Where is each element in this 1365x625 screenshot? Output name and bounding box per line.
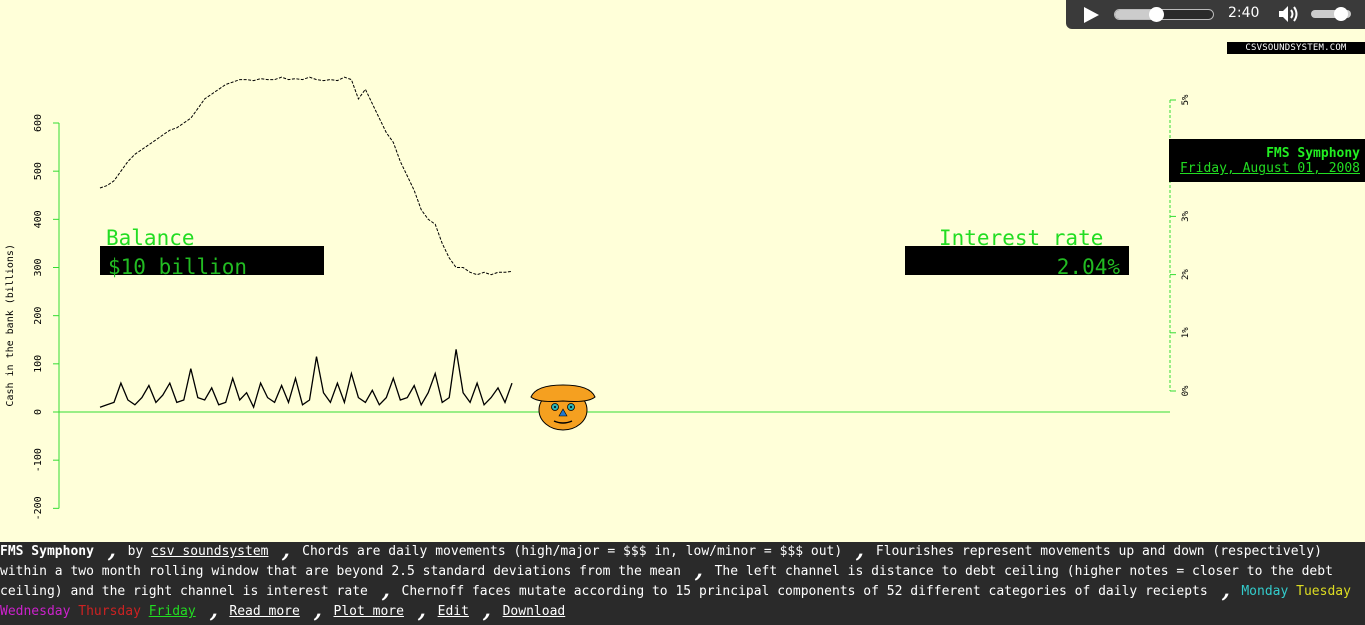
y-axis-label: Cash in the bank (billions) <box>5 244 16 407</box>
right-tick-label: 1% <box>1181 327 1191 338</box>
author-link[interactable]: csv soundsystem <box>151 544 269 559</box>
balance-box <box>100 246 324 275</box>
day-label-monday: Monday <box>1241 584 1289 599</box>
separator-icon: , <box>1220 577 1235 603</box>
right-tick-label: 2% <box>1181 269 1191 280</box>
chernoff-face-icon <box>530 384 596 431</box>
seek-bar[interactable] <box>1114 7 1214 22</box>
right-tick-label: 0% <box>1181 385 1191 396</box>
interest-box <box>905 246 1129 275</box>
footer-by: by <box>127 544 144 559</box>
footer-title: FMS Symphony <box>0 544 94 559</box>
audio-player: 2:40 <box>1066 0 1365 29</box>
separator-icon: , <box>416 597 432 623</box>
separator-icon: , <box>380 577 396 603</box>
footer-desc-chords: Chords are daily movements (high/major =… <box>302 544 843 559</box>
separator-icon: , <box>281 537 296 563</box>
info-title: FMS Symphony <box>1266 146 1360 161</box>
interest-value: 2.04% <box>1056 255 1120 279</box>
right-tick-label: 3% <box>1181 210 1191 221</box>
edit-link[interactable]: Edit <box>437 604 469 619</box>
balance-series-line <box>99 76 513 276</box>
day-label-tuesday: Tuesday <box>1296 584 1351 599</box>
y-tick-label: -200 <box>33 496 44 520</box>
playback-time: 2:40 <box>1228 5 1260 21</box>
y-tick-label: -100 <box>33 448 44 472</box>
footer-desc-channels: The left channel is distance to debt cei… <box>0 564 1333 599</box>
info-panel: FMS Symphony Friday, August 01, 2008 <box>1169 139 1365 182</box>
y-tick-label: 100 <box>33 355 44 373</box>
play-icon[interactable] <box>1082 6 1100 24</box>
separator-icon: , <box>481 597 497 623</box>
y-tick-label: 600 <box>33 114 44 132</box>
chart: 600 500 400 300 200 100 0 -100 -200 Cash in the b… <box>5 76 1191 520</box>
y-tick-label: 500 <box>33 162 44 180</box>
y-tick-label: 0 <box>33 409 44 415</box>
seek-progress <box>1115 10 1157 19</box>
day-label-friday[interactable]: Friday <box>148 604 196 619</box>
footer-desc-flourishes: Flourishes represent movements up and do… <box>0 544 1322 579</box>
y-tick-label: 200 <box>33 307 44 325</box>
volume-icon[interactable] <box>1278 5 1300 23</box>
separator-icon: , <box>106 537 122 563</box>
seek-handle[interactable] <box>1149 7 1165 22</box>
y-tick-label: 400 <box>33 210 44 228</box>
day-label-thursday: Thursday <box>78 604 141 619</box>
interest-label: Interest rate <box>939 226 1104 250</box>
y-tick-label: 300 <box>33 258 44 276</box>
day-label-wednesday: Wednesday <box>0 604 71 619</box>
separator-icon: , <box>312 597 327 623</box>
separator-icon: , <box>693 557 709 583</box>
download-link[interactable]: Download <box>502 604 566 619</box>
plot-more-link[interactable]: Plot more <box>333 604 404 619</box>
day-legend: Monday Tuesday Wednesday Thursday Friday <box>0 584 1351 619</box>
separator-icon: , <box>208 597 223 623</box>
volume-slider[interactable] <box>1311 10 1351 18</box>
brand-logo[interactable]: CSVSOUNDSYSTEM.COM <box>1227 42 1365 54</box>
volume-handle[interactable] <box>1334 7 1348 21</box>
read-more-link[interactable]: Read more <box>229 604 300 619</box>
balance-label: Balance <box>106 226 195 250</box>
balance-value: $10 billion <box>108 255 248 279</box>
right-tick-label: 5% <box>1181 94 1191 105</box>
separator-icon: , <box>854 537 870 563</box>
info-date[interactable]: Friday, August 01, 2008 <box>1179 161 1360 176</box>
footer: FMS Symphony, by csv soundsystem, Chords a… <box>0 537 1365 625</box>
movement-series-line <box>99 349 513 410</box>
footer-desc-faces: Chernoff faces mutate according to 15 pr… <box>401 584 1208 599</box>
